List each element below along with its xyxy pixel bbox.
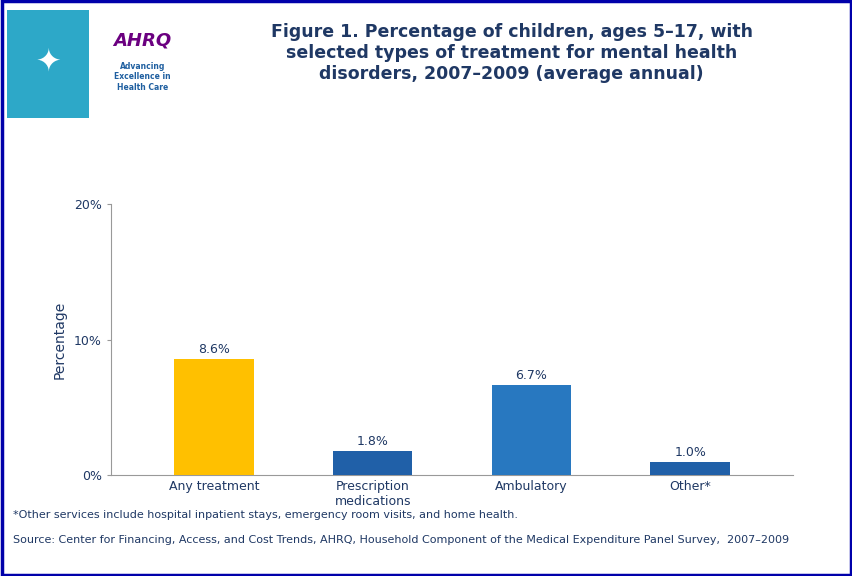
Y-axis label: Percentage: Percentage	[53, 301, 67, 379]
Bar	[650, 462, 729, 475]
Text: Figure 1. Percentage of children, ages 5–17, with
selected types of treatment fo: Figure 1. Percentage of children, ages 5…	[270, 23, 752, 82]
Text: 1.0%: 1.0%	[673, 446, 705, 459]
Bar	[174, 359, 253, 475]
Bar	[7, 10, 89, 118]
Text: AHRQ: AHRQ	[113, 31, 171, 49]
Bar	[332, 451, 412, 475]
Text: 6.7%: 6.7%	[515, 369, 547, 382]
Text: ✦: ✦	[35, 47, 60, 76]
Text: Source: Center for Financing, Access, and Cost Trends, AHRQ, Household Component: Source: Center for Financing, Access, an…	[13, 535, 788, 544]
Bar	[492, 385, 571, 475]
Text: 8.6%: 8.6%	[198, 343, 230, 357]
Text: Advancing
Excellence in
Health Care: Advancing Excellence in Health Care	[114, 62, 170, 92]
Text: 1.8%: 1.8%	[356, 435, 389, 448]
Text: *Other services include hospital inpatient stays, emergency room visits, and hom: *Other services include hospital inpatie…	[13, 510, 517, 520]
